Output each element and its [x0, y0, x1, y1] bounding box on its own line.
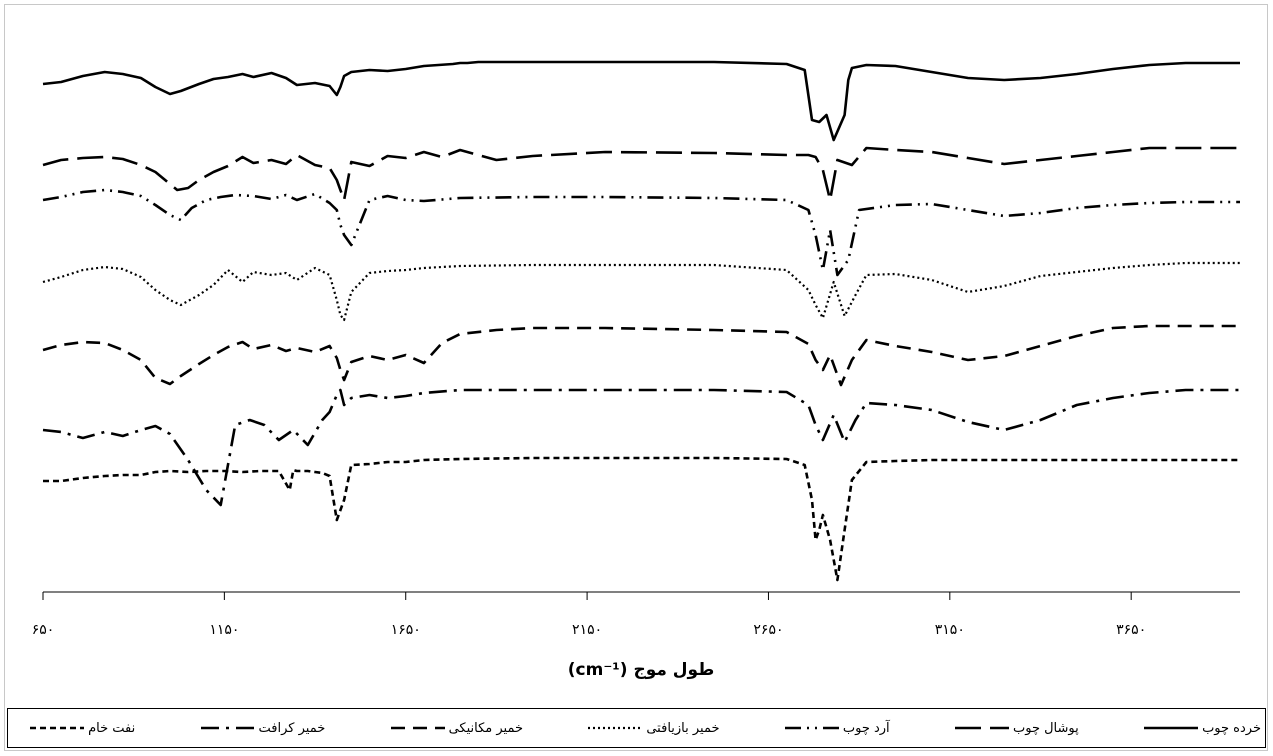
legend-swatch [954, 726, 1009, 730]
x-tick-layer: ۶۵۰ ۱۱۵۰ ۱۶۵۰ ۲۱۵۰ ۲۶۵۰ ۳۱۵۰ ۳۶۵۰ [32, 592, 1146, 638]
legend-item: خرده چوب [1142, 721, 1261, 736]
legend-item: خمیر کرافت [199, 720, 326, 736]
x-tick-label: ۶۵۰ [32, 622, 55, 638]
legend-label: آرد چوب [842, 720, 890, 736]
series-line-4 [42, 261, 1240, 322]
x-tick-label: ۲۶۵۰ [753, 622, 783, 638]
x-tick-label: ۱۶۵۰ [391, 622, 421, 638]
legend-swatch [784, 726, 839, 730]
legend-label: نفت خام [88, 720, 136, 736]
legend: خرده چوب پوشال چوب آرد چوب خمیر بازیافتی خمی… [7, 708, 1266, 748]
legend-swatch [588, 726, 643, 730]
x-tick-label: ۱۱۵۰ [209, 622, 239, 638]
legend-label: خمیر مکانیکی [448, 720, 524, 736]
chart-frame [4, 4, 1268, 751]
series-line-5 [42, 324, 1240, 387]
series-line-6 [42, 388, 1240, 507]
x-axis-label: طول موج (cm⁻¹) [568, 660, 714, 680]
legend-swatch [30, 726, 85, 730]
legend-swatch [1144, 726, 1199, 730]
legend-label: خرده چوب [1202, 720, 1261, 736]
legend-item: پوشال چوب [953, 721, 1079, 736]
legend-item: خمیر بازیافتی [586, 720, 720, 736]
x-tick-label: ۲۱۵۰ [572, 622, 602, 638]
x-tick-label: ۳۱۵۰ [935, 622, 965, 638]
series-line-1 [42, 60, 1240, 142]
legend-swatch [390, 726, 445, 730]
series-line-7 [43, 456, 1240, 582]
legend-label: پوشال چوب [1012, 720, 1079, 736]
series-layer [42, 60, 1240, 582]
legend-label: خمیر بازیافتی [646, 720, 720, 736]
legend-item: آرد چوب [783, 721, 890, 736]
series-line-2 [42, 146, 1240, 202]
ftir-chart: ۶۵۰ ۱۱۵۰ ۱۶۵۰ ۲۱۵۰ ۲۶۵۰ ۳۱۵۰ ۳۶۵۰ طول موج (cm⁻… [32, 60, 1240, 680]
series-line-3 [42, 188, 1240, 277]
legend-swatch [200, 726, 255, 730]
legend-label: خمیر کرافت [258, 720, 326, 736]
legend-item: نفت خام [28, 721, 135, 736]
legend-item: خمیر مکانیکی [389, 721, 523, 736]
x-tick-label: ۳۶۵۰ [1116, 622, 1146, 638]
